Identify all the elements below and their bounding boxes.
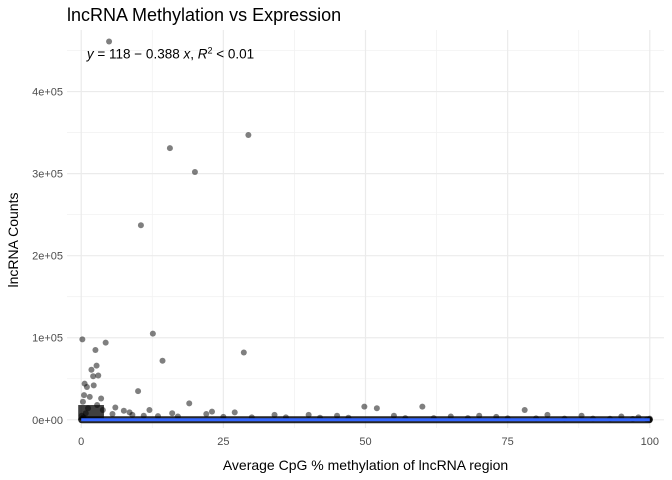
y-tick-label: 0e+00 <box>32 415 63 427</box>
equation-part: x <box>182 47 191 62</box>
data-point <box>98 395 105 402</box>
y-tick-label: 2e+05 <box>32 251 63 263</box>
data-point <box>166 145 173 152</box>
x-tick-label: 0 <box>78 436 84 448</box>
data-point <box>95 372 102 379</box>
equation-part: , <box>190 47 198 62</box>
data-point <box>106 38 113 45</box>
data-point <box>146 406 153 413</box>
x-tick-label: 25 <box>217 436 229 448</box>
data-point <box>102 339 109 346</box>
y-tick-label: 4e+05 <box>32 87 63 99</box>
data-point <box>186 400 193 407</box>
equation-part: y <box>86 47 95 62</box>
data-point <box>361 403 368 410</box>
data-point <box>240 349 247 356</box>
data-point <box>90 382 97 389</box>
data-point <box>191 168 198 175</box>
data-point <box>83 383 90 390</box>
data-point <box>208 408 215 415</box>
data-point <box>159 357 166 364</box>
data-point <box>86 393 93 400</box>
data-point <box>169 410 176 417</box>
data-point <box>81 392 88 399</box>
data-point <box>93 362 100 369</box>
y-axis-title: lncRNA Counts <box>5 193 21 288</box>
data-point <box>120 407 127 414</box>
x-tick-label: 100 <box>641 436 659 448</box>
data-point <box>373 405 380 412</box>
data-point <box>135 388 142 395</box>
equation-part: 2 <box>207 46 212 56</box>
data-point <box>521 406 528 413</box>
data-point <box>79 336 86 343</box>
grid <box>67 30 664 428</box>
equation-part: = 118 − 0.388 <box>94 47 184 62</box>
data-point <box>90 373 97 380</box>
data-point <box>203 411 210 418</box>
y-tick-label: 1e+05 <box>32 333 63 345</box>
data-point <box>112 404 119 411</box>
data-point <box>79 398 86 405</box>
data-point <box>245 132 252 139</box>
x-axis-title: Average CpG % methylation of lncRNA regi… <box>223 457 508 473</box>
data-point <box>92 347 99 354</box>
chart-title: lncRNA Methylation vs Expression <box>67 5 341 25</box>
data-point <box>137 222 144 229</box>
data-point <box>88 366 95 373</box>
data-point <box>149 330 156 337</box>
dense-point-cluster <box>78 405 104 420</box>
data-point <box>419 403 426 410</box>
x-tick-label: 50 <box>359 436 371 448</box>
y-tick-label: 3e+05 <box>32 169 63 181</box>
regression-equation: y = 118 − 0.388 x, R2 < 0.01 <box>86 46 254 62</box>
x-tick-label: 75 <box>502 436 514 448</box>
axis-ticks: 0 25 50 75 100 0e+00 1e+05 2e+05 3e+05 4e+05 <box>32 87 659 448</box>
data-point <box>231 409 238 416</box>
equation-part: R <box>198 47 208 62</box>
data-point <box>109 411 116 418</box>
equation-part: < 0.01 <box>213 47 255 62</box>
